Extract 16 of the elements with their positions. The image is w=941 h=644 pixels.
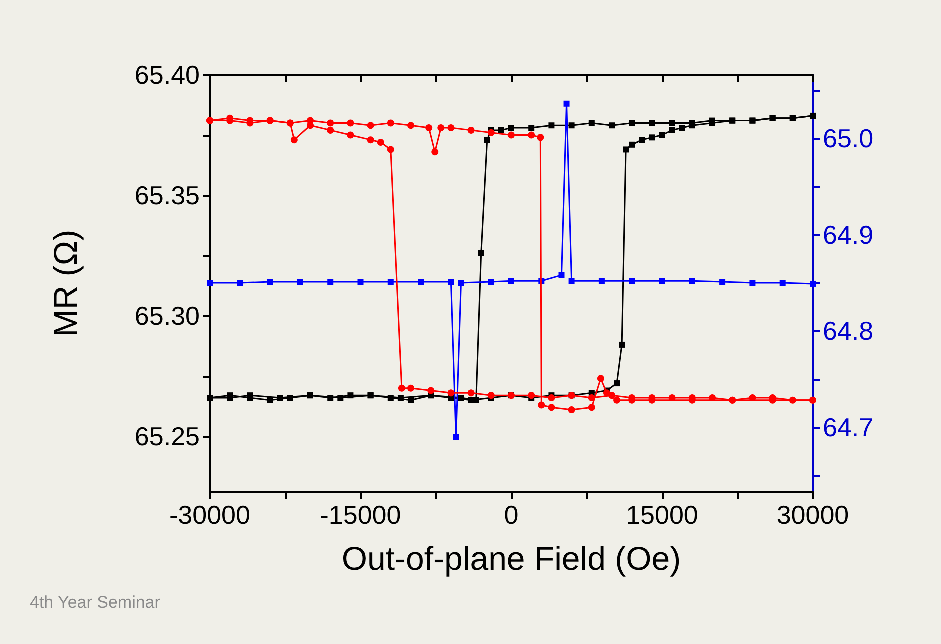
text: 4th Year Seminar (30, 593, 161, 612)
x-tick-label: -30000 (170, 500, 250, 530)
y2-tick-label: 64.7 (823, 412, 874, 442)
x-tick-label: -15000 (320, 500, 402, 530)
y2-tick-label: 65.0 (823, 124, 874, 154)
y-tick-label: 65.35 (134, 180, 200, 211)
y2-tick-label: 64.9 (823, 220, 874, 250)
y-tick-label: 65.40 (134, 60, 200, 90)
x-tick-label: 30000 (776, 500, 850, 530)
x-axis-title: Out-of-plane Field (Oe) (342, 540, 682, 577)
y2-tick-label: 64.8 (823, 316, 874, 346)
y-axis-title: MR (Ω) (47, 230, 84, 338)
x-tick-label: 15000 (626, 500, 698, 530)
y-tick-label: 65.30 (134, 301, 200, 332)
y-tick-label: 65.25 (134, 422, 200, 452)
x-tick-label: 0 (504, 500, 519, 530)
